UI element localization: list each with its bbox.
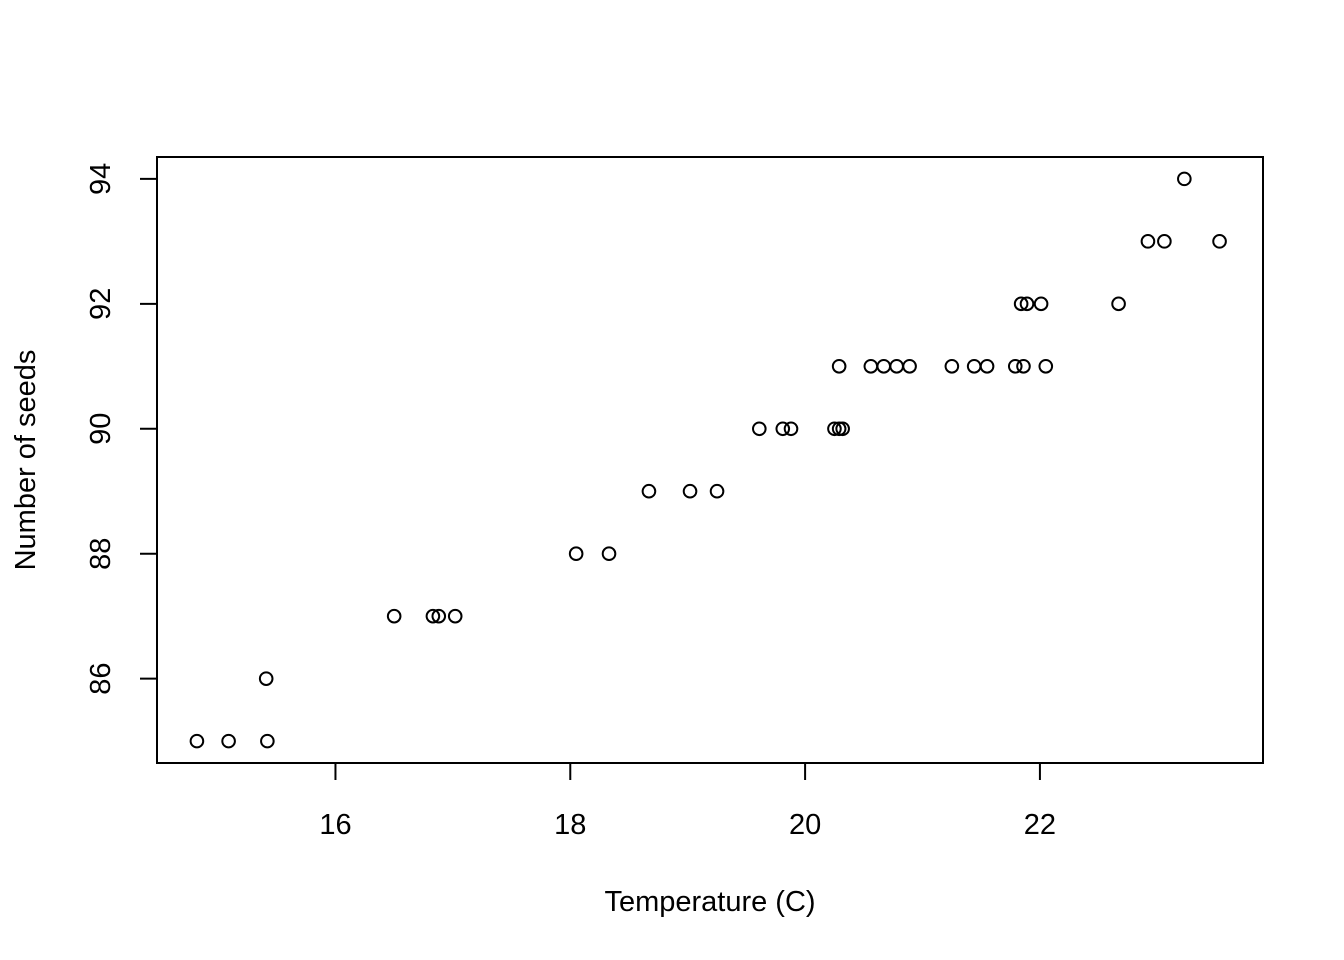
- data-point: [944, 358, 960, 374]
- data-point: [775, 421, 791, 437]
- data-points: [189, 171, 1227, 749]
- data-point: [979, 358, 995, 374]
- data-point: [682, 483, 698, 499]
- data-point: [827, 421, 842, 437]
- y-axis: 86 88 90 92 94: [85, 163, 158, 695]
- data-point: [863, 358, 879, 374]
- data-point: [1033, 296, 1049, 312]
- x-tick-label: 18: [554, 809, 586, 841]
- data-point: [783, 421, 799, 437]
- data-point: [752, 421, 767, 437]
- y-tick-label: 94: [85, 163, 117, 195]
- y-tick-label: 90: [85, 413, 117, 445]
- data-point: [902, 358, 917, 374]
- data-point: [425, 608, 441, 624]
- data-point: [966, 358, 982, 374]
- data-point: [876, 358, 892, 374]
- data-point: [1140, 234, 1156, 249]
- data-point: [601, 546, 617, 562]
- plot-frame: [156, 156, 1264, 764]
- data-point: [1013, 296, 1029, 312]
- data-point: [386, 608, 402, 624]
- data-point: [189, 733, 205, 749]
- x-tick-label: 22: [1024, 809, 1056, 841]
- data-point: [709, 483, 725, 499]
- data-point: [889, 358, 904, 374]
- data-point: [260, 733, 275, 749]
- data-point: [1019, 296, 1035, 312]
- data-point: [431, 608, 447, 624]
- data-point: [258, 671, 274, 686]
- x-tick-label: 16: [319, 809, 351, 841]
- data-point: [835, 421, 850, 437]
- y-tick-label: 88: [85, 538, 117, 570]
- data-point: [1212, 234, 1227, 249]
- data-point: [568, 546, 584, 562]
- data-point: [221, 733, 236, 749]
- x-tick-label: 20: [789, 809, 821, 841]
- data-point: [1111, 296, 1126, 312]
- x-axis-label: Temperature (C): [604, 886, 815, 918]
- data-point: [1157, 234, 1172, 249]
- y-axis-label: Number of seeds: [10, 350, 42, 571]
- y-tick-label: 86: [85, 663, 117, 695]
- data-point: [1016, 358, 1031, 374]
- data-point: [1177, 171, 1192, 187]
- data-point: [1038, 358, 1054, 374]
- data-point: [447, 608, 463, 624]
- data-point: [641, 483, 657, 499]
- data-point: [831, 358, 847, 374]
- y-tick-label: 92: [85, 288, 117, 320]
- x-axis: 16 18 20 22: [319, 762, 1056, 841]
- data-point: [1007, 358, 1023, 374]
